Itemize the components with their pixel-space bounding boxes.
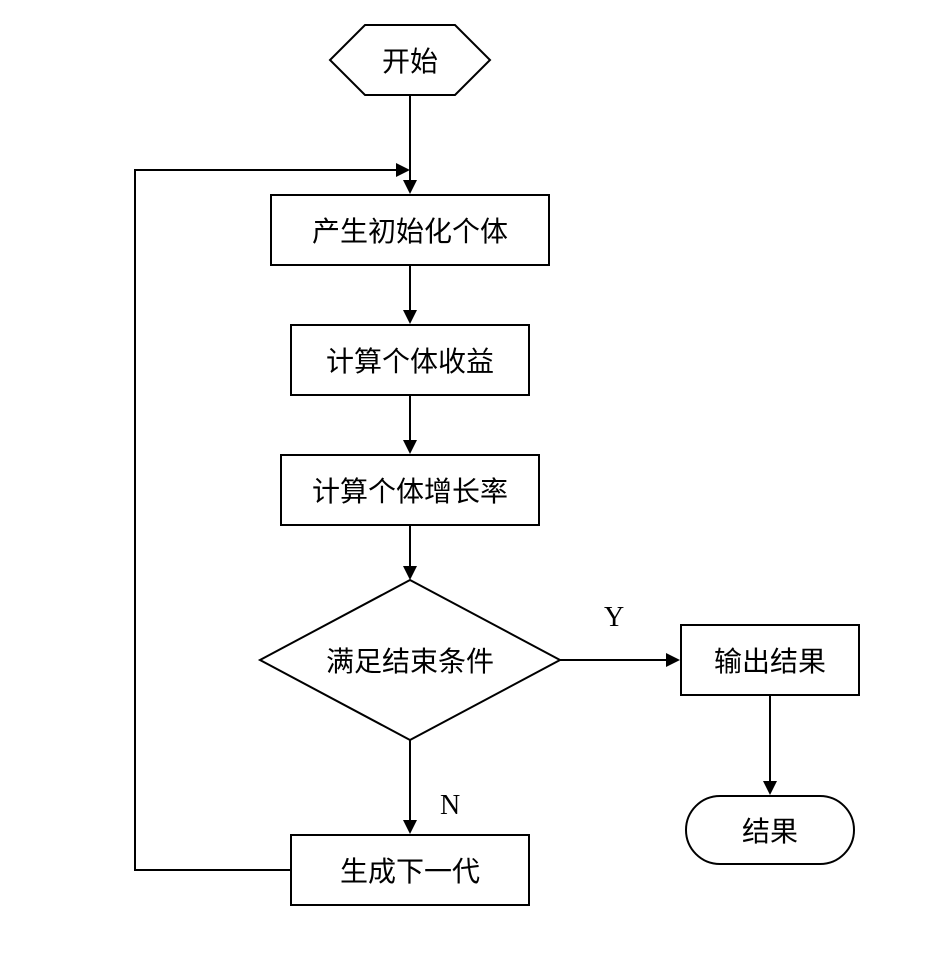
edge-next-init-loop: [0, 0, 950, 970]
flowchart-canvas: 开始 产生初始化个体 计算个体收益 计算个体增长率 满足结束条件 Y: [0, 0, 950, 970]
